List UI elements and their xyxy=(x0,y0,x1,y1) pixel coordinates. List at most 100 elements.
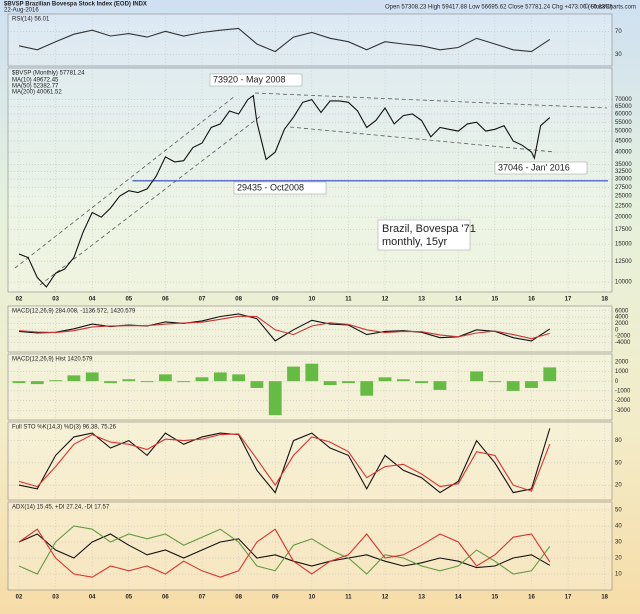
y-tick-label: -3000 xyxy=(615,408,631,414)
bar xyxy=(140,381,154,383)
y-tick-label: 10 xyxy=(615,572,622,578)
bar xyxy=(360,381,374,396)
y-tick-label: 45000 xyxy=(615,139,632,145)
panel-frame xyxy=(7,67,613,293)
bar xyxy=(488,381,502,383)
y-tick-label: 40000 xyxy=(615,150,632,156)
y-tick-label: 20 xyxy=(615,556,622,562)
y-tick-label: -4000 xyxy=(615,340,631,346)
x-tick-label: 18 xyxy=(601,595,608,601)
x-tick-label: 11 xyxy=(345,297,352,303)
y-tick-label: 12500 xyxy=(615,259,632,265)
y-tick-label: 70 xyxy=(615,29,622,35)
y-tick-label: 2000 xyxy=(615,321,629,327)
y-tick-label: -2000 xyxy=(615,334,631,340)
x-tick-label: 16 xyxy=(528,297,535,303)
x-tick-label: 14 xyxy=(455,297,462,303)
bar xyxy=(122,379,136,382)
y-tick-label: 22500 xyxy=(615,204,632,210)
x-tick-label: 06 xyxy=(162,297,169,303)
y-tick-label: 55000 xyxy=(615,120,632,126)
bar xyxy=(506,381,520,391)
bar xyxy=(12,381,26,384)
y-tick-label: 80 xyxy=(615,438,622,444)
bar xyxy=(525,381,538,388)
annotation: 29435 - Oct2008 xyxy=(237,182,304,192)
x-tick-label: 13 xyxy=(418,595,425,601)
annotation: 37046 - Jan' 2016 xyxy=(498,162,570,172)
bar xyxy=(213,372,227,382)
y-tick-label: 0 xyxy=(615,379,619,385)
x-tick-label: 10 xyxy=(308,297,315,303)
panel-title: MACD(12,26,9) 284.008, -1136.572, 1420.5… xyxy=(12,309,136,315)
annotation-box xyxy=(233,181,327,195)
y-tick-label: 70000 xyxy=(615,97,632,103)
y-tick-label: 17500 xyxy=(615,227,632,233)
series-line xyxy=(18,27,551,53)
x-tick-label: 16 xyxy=(528,595,535,601)
y-tick-label: 0 xyxy=(615,327,619,333)
trendline xyxy=(254,92,608,109)
y-tick-label: 60000 xyxy=(615,112,632,118)
y-tick-label: 20000 xyxy=(615,215,632,221)
trendline xyxy=(14,95,236,269)
panel-frame xyxy=(7,421,613,501)
x-tick-label: 15 xyxy=(492,297,499,303)
y-tick-label: 32500 xyxy=(615,169,632,175)
bar xyxy=(85,372,99,382)
panel-frame xyxy=(7,13,613,67)
legend-entry: MA(200) 40061.52 xyxy=(12,90,62,96)
y-tick-label: 50 xyxy=(615,460,622,466)
x-tick-label: 09 xyxy=(272,595,279,601)
bar xyxy=(268,381,282,416)
annotation-box xyxy=(494,161,588,175)
x-tick-label: 04 xyxy=(89,297,96,303)
series-line xyxy=(18,315,550,340)
bar xyxy=(49,380,62,382)
bar xyxy=(250,381,264,388)
legend-entry: MA(10) 49672.45 xyxy=(12,78,59,84)
bar xyxy=(67,375,81,382)
y-tick-label: 25000 xyxy=(615,194,632,200)
y-tick-label: 15000 xyxy=(615,242,632,248)
bar xyxy=(415,381,429,384)
bar xyxy=(378,377,392,382)
bar xyxy=(195,377,209,382)
x-tick-label: 04 xyxy=(89,595,96,601)
y-tick-label: 50000 xyxy=(615,129,632,135)
y-tick-label: 30000 xyxy=(615,177,632,183)
x-tick-label: 08 xyxy=(235,595,242,601)
panel-frame xyxy=(7,501,613,591)
x-tick-label: 02 xyxy=(16,297,23,303)
x-tick-label: 05 xyxy=(125,595,132,601)
bar xyxy=(287,366,300,382)
x-tick-label: 12 xyxy=(382,595,389,601)
bar xyxy=(177,381,191,383)
y-tick-label: 20 xyxy=(615,483,622,489)
y-tick-label: 1000 xyxy=(615,369,629,375)
bar xyxy=(543,367,557,382)
bar xyxy=(305,363,319,382)
series-line xyxy=(18,525,551,575)
x-tick-label: 07 xyxy=(199,297,206,303)
chart-title: $BVSP Brazilian Bovespa Stock Index (EOD… xyxy=(4,2,147,8)
bar xyxy=(323,381,337,386)
trendlines xyxy=(14,92,608,286)
panel-title: MACD(12,26,9) Hist 1420.579 xyxy=(12,357,93,363)
x-tick-label: 14 xyxy=(455,595,462,601)
source: © StockCharts.com xyxy=(584,4,636,11)
x-tick-label: 06 xyxy=(162,595,169,601)
series-line xyxy=(18,428,551,494)
bar xyxy=(396,379,410,382)
annotation-box xyxy=(209,73,303,87)
bar xyxy=(232,374,246,382)
trendline xyxy=(289,126,556,153)
x-tick-label: 07 xyxy=(199,595,206,601)
bar xyxy=(342,381,355,384)
bar xyxy=(104,381,117,384)
y-tick-label: -1000 xyxy=(615,388,631,394)
bar xyxy=(30,381,44,385)
series-line xyxy=(18,433,551,492)
